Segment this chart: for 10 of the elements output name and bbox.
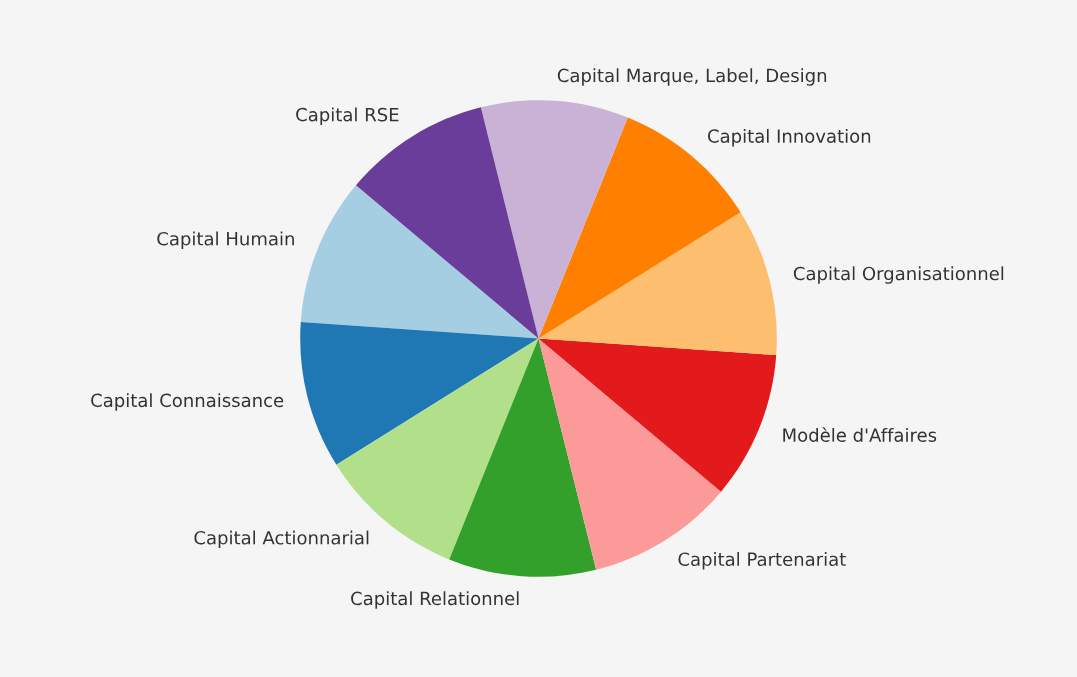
slice-label: Modèle d'Affaires [783, 427, 937, 442]
slice-label: Capital Partenariat [678, 552, 846, 570]
slice-label: Capital Relationnel [351, 591, 519, 609]
slice-label: Capital RSE [296, 107, 399, 125]
slice-label: Capital Marque, Label, Design [557, 68, 827, 86]
slice-label: Capital Innovation [708, 128, 871, 147]
slice-label: Capital Organisationnel [793, 266, 1004, 284]
slice-label: Capital Humain [157, 231, 294, 250]
slice-label: Capital Connaissance [91, 393, 284, 411]
slice-label: Capital Actionnarial [194, 530, 369, 549]
